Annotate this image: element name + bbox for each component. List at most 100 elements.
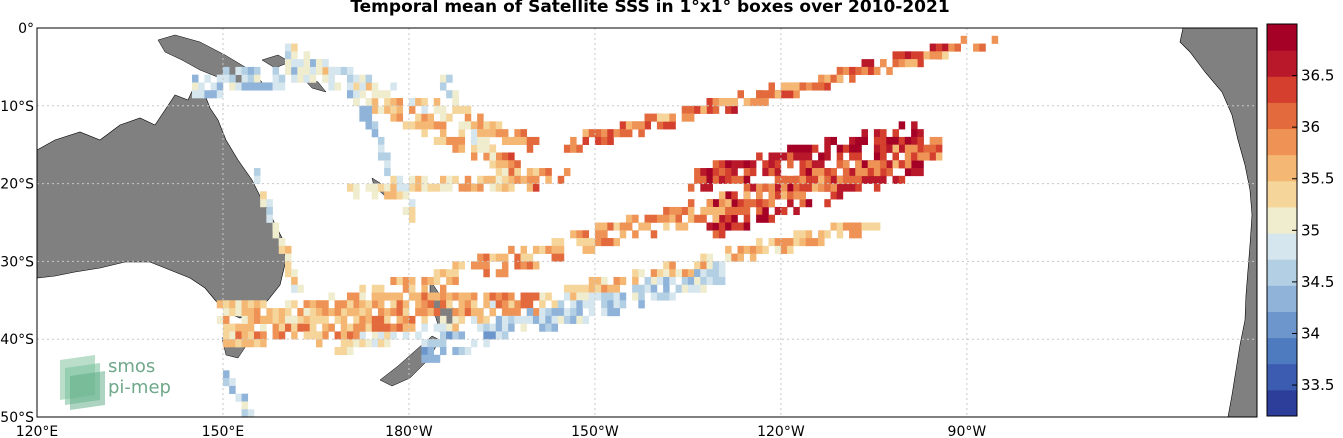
sss-cell bbox=[402, 315, 410, 324]
sss-cell bbox=[377, 300, 385, 309]
sss-cell bbox=[687, 183, 695, 192]
sss-cell bbox=[315, 66, 323, 75]
sss-cell bbox=[774, 90, 782, 99]
sss-cell bbox=[855, 230, 862, 239]
sss-cell bbox=[960, 35, 968, 44]
sss-cell bbox=[291, 284, 298, 293]
sss-cell bbox=[793, 183, 800, 192]
sss-cell bbox=[421, 354, 428, 363]
sss-cell bbox=[489, 183, 497, 192]
sss-cell bbox=[241, 401, 249, 410]
sss-cell bbox=[892, 160, 899, 169]
sss-cell bbox=[787, 183, 794, 192]
sss-cell bbox=[601, 230, 608, 239]
sss-cell bbox=[229, 308, 236, 317]
colorbar-swatch bbox=[1267, 24, 1297, 51]
sss-cell bbox=[489, 175, 497, 184]
sss-cell bbox=[563, 168, 571, 177]
sss-cell bbox=[371, 284, 379, 293]
sss-cell bbox=[526, 315, 534, 324]
sss-cell bbox=[365, 315, 373, 324]
sss-cell bbox=[762, 214, 769, 223]
sss-cell bbox=[247, 74, 255, 83]
sss-cell bbox=[514, 315, 521, 324]
sss-cell bbox=[284, 315, 292, 324]
sss-cell bbox=[452, 98, 459, 107]
sss-cell bbox=[687, 276, 695, 286]
sss-cell bbox=[811, 238, 819, 247]
sss-cell bbox=[322, 331, 329, 340]
sss-cell bbox=[880, 152, 887, 161]
sss-cell bbox=[365, 113, 373, 122]
sss-cell bbox=[824, 199, 831, 208]
sss-cell bbox=[427, 113, 435, 122]
sss-cell bbox=[570, 315, 577, 324]
sss-cell bbox=[415, 308, 422, 317]
sss-cell bbox=[842, 175, 850, 184]
sss-cell bbox=[880, 144, 887, 153]
sss-cell bbox=[470, 308, 478, 317]
sss-cell bbox=[477, 261, 484, 270]
sss-cell bbox=[260, 82, 267, 91]
sss-cell bbox=[353, 300, 360, 309]
sss-cell bbox=[849, 152, 856, 161]
sss-cell bbox=[520, 300, 528, 309]
sss-cell bbox=[322, 315, 329, 324]
sss-cell bbox=[787, 245, 794, 254]
sss-cell bbox=[811, 183, 819, 192]
sss-cell bbox=[415, 300, 422, 309]
sss-cell bbox=[768, 191, 776, 200]
sss-cell bbox=[725, 105, 732, 114]
sss-cell bbox=[588, 238, 596, 247]
sss-cell bbox=[793, 230, 800, 239]
lon-tick-label: 180°W bbox=[385, 424, 433, 438]
sss-cell bbox=[886, 168, 893, 177]
sss-cell bbox=[470, 183, 478, 192]
sss-cell bbox=[495, 269, 503, 278]
sss-cell bbox=[334, 66, 342, 75]
sss-cell bbox=[371, 191, 379, 200]
sss-cell bbox=[483, 175, 490, 184]
sss-cell bbox=[365, 82, 373, 91]
sss-cell bbox=[384, 105, 391, 114]
sss-cell bbox=[377, 292, 385, 301]
sss-cell bbox=[830, 168, 837, 177]
colorbar-swatch bbox=[1267, 206, 1297, 234]
sss-cell bbox=[700, 253, 707, 262]
sss-cell bbox=[799, 183, 806, 192]
sss-cell bbox=[619, 129, 627, 138]
sss-cell bbox=[725, 191, 732, 200]
sss-cell bbox=[284, 66, 292, 75]
sss-cell bbox=[756, 191, 763, 200]
sss-cell bbox=[650, 214, 658, 223]
sss-cell bbox=[576, 284, 583, 293]
sss-cell bbox=[303, 300, 311, 309]
sss-cell bbox=[805, 175, 813, 184]
sss-cell bbox=[811, 175, 819, 184]
sss-cell bbox=[421, 129, 428, 138]
sss-cell bbox=[842, 183, 850, 192]
sss-cell bbox=[551, 245, 559, 254]
sss-cell bbox=[427, 308, 435, 317]
sss-cell bbox=[904, 51, 912, 60]
sss-cell bbox=[371, 82, 379, 91]
sss-cell bbox=[867, 222, 875, 231]
sss-cell bbox=[849, 144, 856, 153]
sss-cell bbox=[700, 105, 707, 114]
sss-cell bbox=[371, 183, 379, 192]
sss-cell bbox=[855, 66, 862, 75]
sss-cell bbox=[861, 136, 868, 145]
sss-cell bbox=[247, 315, 255, 324]
sss-cell bbox=[731, 253, 738, 262]
sss-cell bbox=[241, 339, 249, 348]
sss-cell bbox=[396, 308, 404, 317]
sss-cell bbox=[508, 160, 515, 169]
sss-cell bbox=[526, 300, 534, 309]
sss-cell bbox=[433, 121, 441, 130]
sss-cell bbox=[408, 276, 416, 286]
sss-cell bbox=[601, 276, 608, 286]
sss-cell bbox=[551, 308, 559, 317]
logo-text-pi-mep: pi-mep bbox=[108, 377, 171, 398]
sss-cell bbox=[439, 129, 447, 138]
map-title: Temporal mean of Satellite SSS in 1°x1° … bbox=[350, 0, 950, 17]
